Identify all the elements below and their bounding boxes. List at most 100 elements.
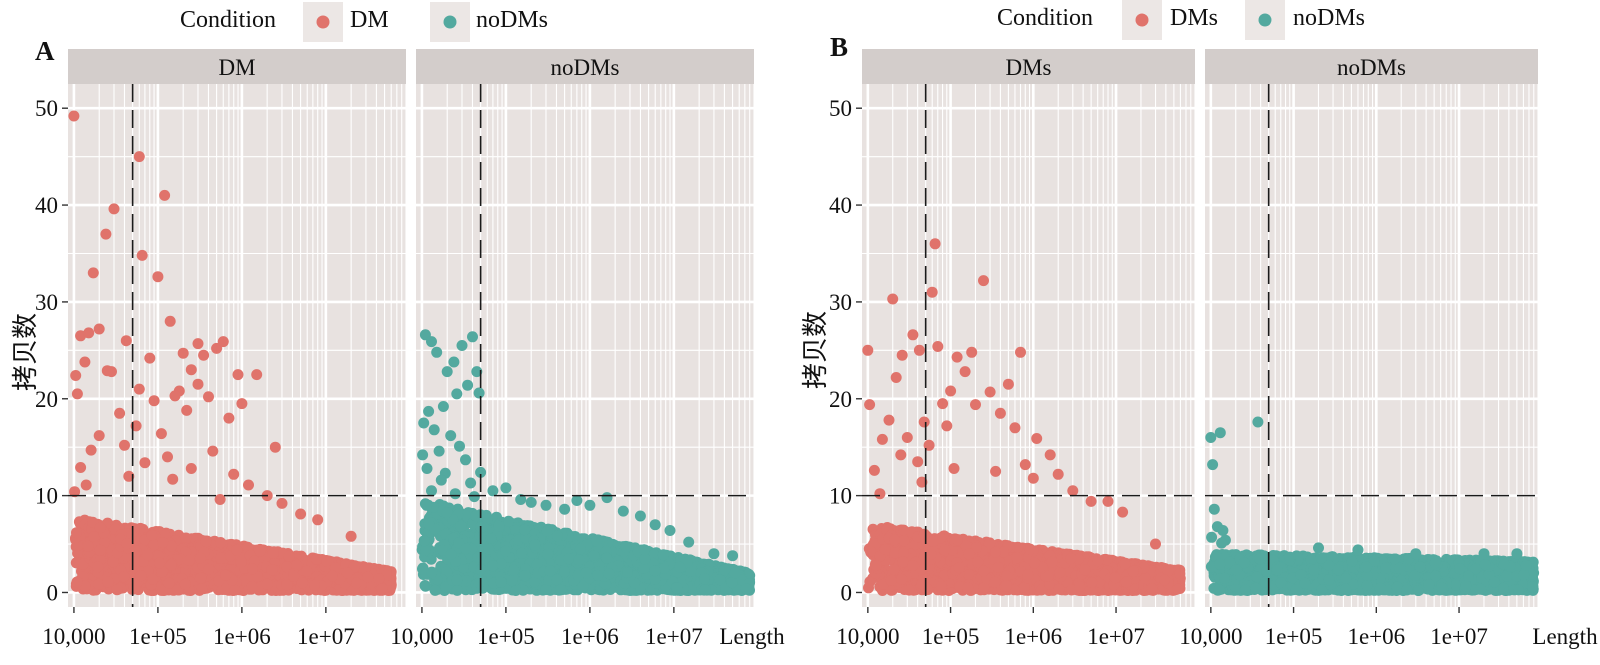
data-point xyxy=(68,110,80,122)
data-point xyxy=(134,522,146,534)
data-point xyxy=(192,378,204,390)
data-point xyxy=(301,565,313,577)
data-point xyxy=(120,335,132,347)
legend-marker-dm xyxy=(316,15,330,29)
data-point xyxy=(243,479,254,491)
data-point xyxy=(185,463,197,474)
data-point xyxy=(118,571,130,583)
data-point xyxy=(235,556,247,568)
legend: Condition DM noDMs xyxy=(180,2,548,42)
data-point xyxy=(312,514,324,526)
data-point xyxy=(93,578,105,590)
data-point xyxy=(180,532,192,544)
data-point xyxy=(215,537,227,548)
data-point xyxy=(236,398,248,410)
data-point xyxy=(326,570,338,582)
data-point xyxy=(214,494,226,505)
data-point xyxy=(231,544,243,556)
y-tick-label: 0 xyxy=(47,580,59,605)
facet-strip-label: noDMs xyxy=(550,55,619,80)
data-point xyxy=(71,576,83,588)
data-point xyxy=(194,552,206,564)
data-point xyxy=(167,473,179,485)
data-point xyxy=(351,577,363,589)
y-tick-label: 20 xyxy=(35,387,58,412)
data-point xyxy=(154,557,165,569)
data-point xyxy=(373,573,385,585)
data-point xyxy=(163,577,175,589)
data-point xyxy=(341,567,353,579)
data-point xyxy=(100,228,112,240)
data-point xyxy=(207,445,219,457)
data-point xyxy=(155,428,167,440)
data-point xyxy=(192,338,204,350)
data-point xyxy=(266,564,278,576)
data-point xyxy=(195,572,207,584)
facet-strip-label: DM xyxy=(218,55,255,80)
data-point xyxy=(183,554,195,566)
data-point xyxy=(196,583,208,595)
data-point xyxy=(146,530,158,541)
data-point xyxy=(311,553,323,565)
data-point xyxy=(165,559,177,571)
data-point xyxy=(152,271,164,283)
data-point xyxy=(102,576,114,588)
data-point xyxy=(111,584,123,596)
data-point xyxy=(82,540,94,552)
data-point xyxy=(169,390,181,402)
data-point xyxy=(223,412,235,424)
data-point xyxy=(94,544,106,556)
data-point xyxy=(203,391,214,403)
data-point xyxy=(246,581,258,593)
data-point xyxy=(75,462,87,473)
data-point xyxy=(179,578,191,590)
data-point xyxy=(309,579,320,591)
data-point xyxy=(198,349,210,361)
data-point xyxy=(70,370,82,381)
data-point xyxy=(345,530,357,542)
data-point xyxy=(94,522,106,534)
data-point xyxy=(217,336,229,348)
y-tick-label: 40 xyxy=(35,193,58,218)
data-point xyxy=(79,356,91,368)
data-point xyxy=(114,407,126,419)
data-point xyxy=(215,552,227,564)
data-point xyxy=(101,365,113,377)
data-point xyxy=(220,569,232,581)
legend-label: DM xyxy=(350,7,389,33)
data-point xyxy=(295,508,307,520)
x-tick-label: 1e+05 xyxy=(129,624,187,649)
data-point xyxy=(119,439,130,451)
y-tick-label: 50 xyxy=(35,96,58,121)
data-point xyxy=(296,577,308,589)
data-point xyxy=(203,563,215,575)
data-point xyxy=(148,395,160,407)
data-point xyxy=(162,451,173,463)
data-point xyxy=(142,549,153,561)
data-point xyxy=(362,571,374,583)
data-point xyxy=(92,561,104,573)
data-point xyxy=(144,352,156,364)
data-point xyxy=(181,404,193,416)
data-point xyxy=(281,579,293,591)
data-point xyxy=(93,430,105,442)
data-point xyxy=(83,327,95,339)
data-point xyxy=(261,578,273,590)
data-point xyxy=(276,497,288,509)
x-tick-label: 1e+07 xyxy=(297,624,355,649)
data-point xyxy=(254,545,266,557)
data-point xyxy=(200,536,212,548)
data-point xyxy=(283,550,295,562)
data-point xyxy=(247,563,258,575)
y-tick-label: 30 xyxy=(35,290,58,315)
data-point xyxy=(251,369,263,381)
data-point xyxy=(121,538,133,550)
panel-letter: A xyxy=(35,36,55,66)
data-point xyxy=(133,383,145,395)
x-tick-label: 10,000 xyxy=(42,624,105,649)
data-point xyxy=(320,555,332,567)
data-point xyxy=(88,531,100,543)
